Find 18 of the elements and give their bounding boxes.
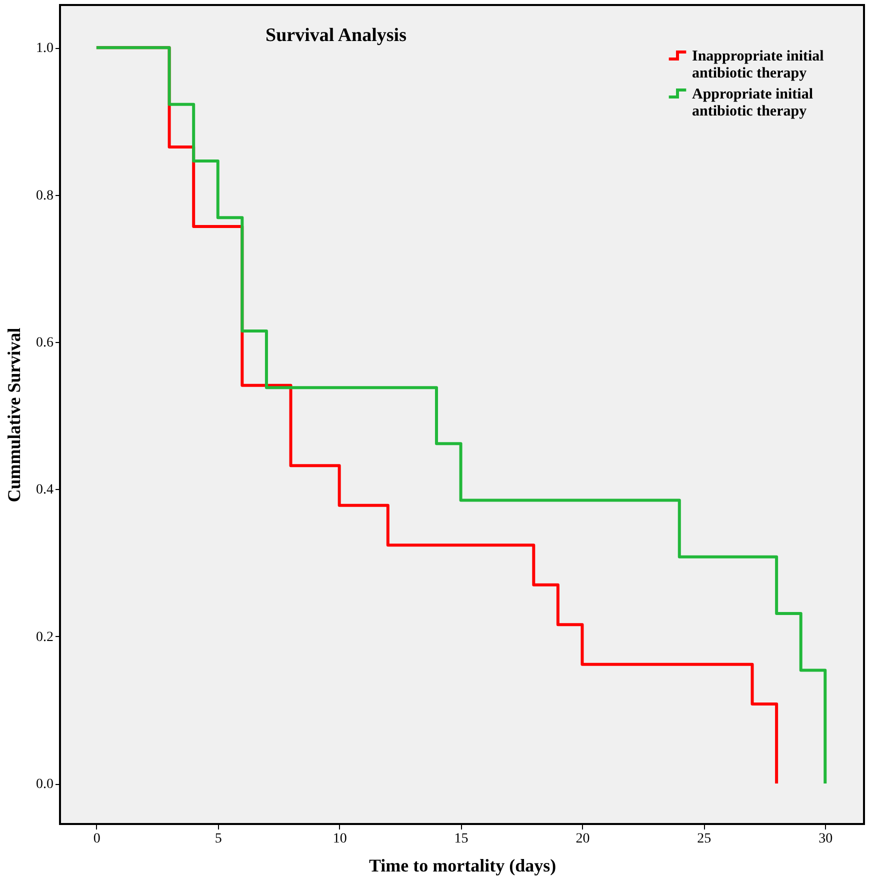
y-tick-label: 0.6	[36, 336, 54, 351]
x-tick-label: 0	[93, 832, 100, 846]
x-tick-label: 15	[454, 832, 468, 846]
legend-label: Inappropriate initial antibiotic therapy	[692, 48, 824, 82]
y-tick-label: 1.0	[36, 41, 54, 56]
x-tick-label: 10	[332, 832, 347, 846]
x-tick-label: 20	[576, 832, 590, 846]
y-tick-label: 0.4	[36, 482, 54, 498]
y-tick-label: 0.2	[36, 630, 54, 645]
x-axis-title: Time to mortality (days)	[368, 856, 556, 876]
y-tick-label: 0.0	[36, 777, 54, 792]
y-axis-title: Cummulative Survival	[4, 328, 24, 502]
x-tick-label: 5	[214, 832, 222, 846]
x-tick-label: 30	[818, 832, 833, 846]
x-tick-label: 25	[697, 832, 712, 846]
legend-label: Appropriate initial antibiotic therapy	[692, 86, 813, 120]
y-tick-label: 0.8	[36, 188, 54, 204]
text: Survival Analysis	[266, 25, 406, 46]
